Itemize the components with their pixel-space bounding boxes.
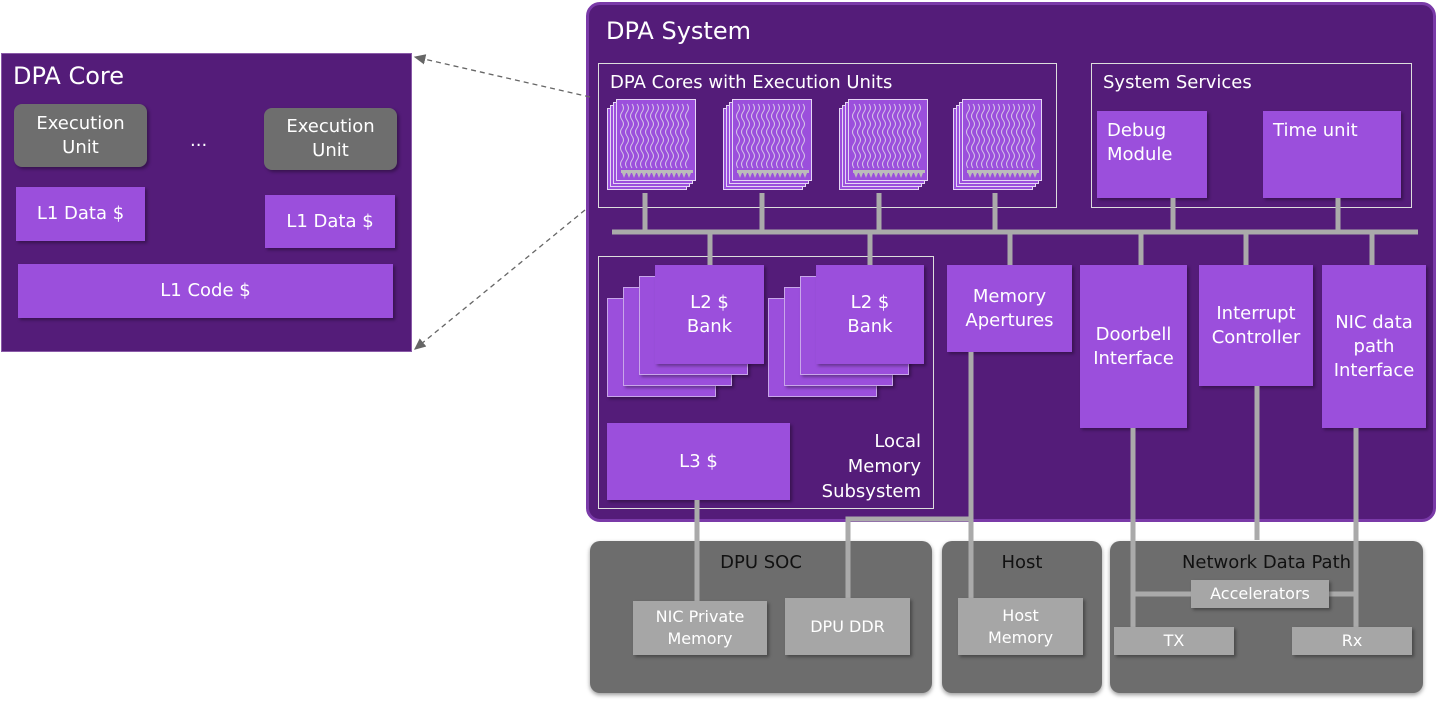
debug-module: Debug Module — [1097, 111, 1207, 198]
execution-threads-icon — [736, 103, 809, 178]
system-services-group — [1091, 63, 1412, 208]
host-memory: Host Memory — [958, 598, 1083, 655]
doorbell-interface: Doorbell Interface — [1080, 265, 1187, 428]
ellipsis: ... — [190, 130, 208, 151]
nic-private-memory: NIC Private Memory — [633, 601, 767, 655]
network-data-path-panel — [1110, 541, 1423, 693]
tx: TX — [1114, 627, 1234, 655]
time-unit: Time unit — [1263, 111, 1401, 198]
zoom-arrows — [413, 54, 591, 350]
nic-data-path-interface: NIC data path Interface — [1322, 265, 1426, 428]
execution-threads-icon — [620, 103, 693, 178]
dpa-cores-group — [598, 63, 1057, 208]
interrupt-controller: Interrupt Controller — [1199, 265, 1313, 386]
host-title: Host — [1001, 552, 1043, 573]
dpa-core-card — [962, 99, 1042, 181]
dpa-core-card — [616, 99, 696, 181]
local-memory-group — [598, 256, 934, 509]
execution-threads-icon — [852, 103, 925, 178]
dpu-ddr: DPU DDR — [785, 598, 910, 655]
dpu-soc-title: DPU SOC — [720, 552, 802, 573]
l2-bank-1: L2 $ Bank — [655, 265, 764, 364]
local-memory-title: Local Memory Subsystem — [821, 431, 921, 502]
l3-cache: L3 $ — [607, 423, 790, 500]
dpa-core-card — [732, 99, 812, 181]
l2-bank-2: L2 $ Bank — [816, 265, 924, 364]
rx: Rx — [1292, 627, 1412, 655]
execution-threads-icon — [966, 103, 1039, 178]
dpa-system-title: DPA System — [606, 17, 751, 45]
execution-unit-1: Execution Unit — [14, 104, 147, 167]
system-services-title: System Services — [1103, 72, 1252, 93]
l1-data-cache-2: L1 Data $ — [265, 195, 395, 248]
dpa-core-card — [848, 99, 928, 181]
memory-apertures: Memory Apertures — [947, 265, 1072, 352]
accelerators: Accelerators — [1191, 580, 1329, 608]
execution-unit-2: Execution Unit — [264, 108, 397, 170]
dpa-cores-title: DPA Cores with Execution Units — [610, 72, 893, 93]
l1-data-cache-1: L1 Data $ — [16, 187, 145, 241]
network-data-path-title: Network Data Path — [1181, 552, 1352, 573]
dpa-core-title: DPA Core — [13, 62, 125, 90]
l1-code-cache: L1 Code $ — [18, 264, 393, 318]
